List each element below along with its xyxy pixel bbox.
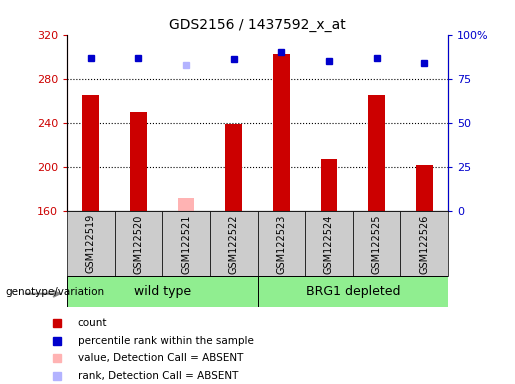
Text: GSM122522: GSM122522 [229,214,238,273]
Text: rank, Detection Call = ABSENT: rank, Detection Call = ABSENT [78,371,238,381]
Bar [321,159,337,211]
Bar [416,165,433,211]
Bar [305,211,353,276]
Text: count: count [78,318,107,328]
Text: GSM122526: GSM122526 [419,214,429,273]
Bar [67,211,115,276]
Bar [67,276,258,307]
Text: genotype/variation: genotype/variation [5,287,104,297]
Bar [178,198,194,211]
Text: BRG1 depleted: BRG1 depleted [305,285,400,298]
Text: percentile rank within the sample: percentile rank within the sample [78,336,254,346]
Bar [353,211,401,276]
Text: value, Detection Call = ABSENT: value, Detection Call = ABSENT [78,353,243,363]
Bar [258,211,305,276]
Bar [368,95,385,211]
Bar [273,55,289,211]
Bar [82,95,99,211]
Title: GDS2156 / 1437592_x_at: GDS2156 / 1437592_x_at [169,18,346,32]
Bar [226,124,242,211]
Text: GSM122520: GSM122520 [133,214,143,273]
Bar [210,211,258,276]
Text: GSM122521: GSM122521 [181,214,191,273]
Text: GSM122523: GSM122523 [277,214,286,273]
Bar [130,112,147,211]
Bar [162,211,210,276]
Text: wild type: wild type [134,285,191,298]
Text: GSM122524: GSM122524 [324,214,334,273]
Text: GSM122519: GSM122519 [86,214,96,273]
Text: GSM122525: GSM122525 [372,214,382,273]
Bar [258,276,448,307]
Bar [114,211,162,276]
Bar [401,211,448,276]
